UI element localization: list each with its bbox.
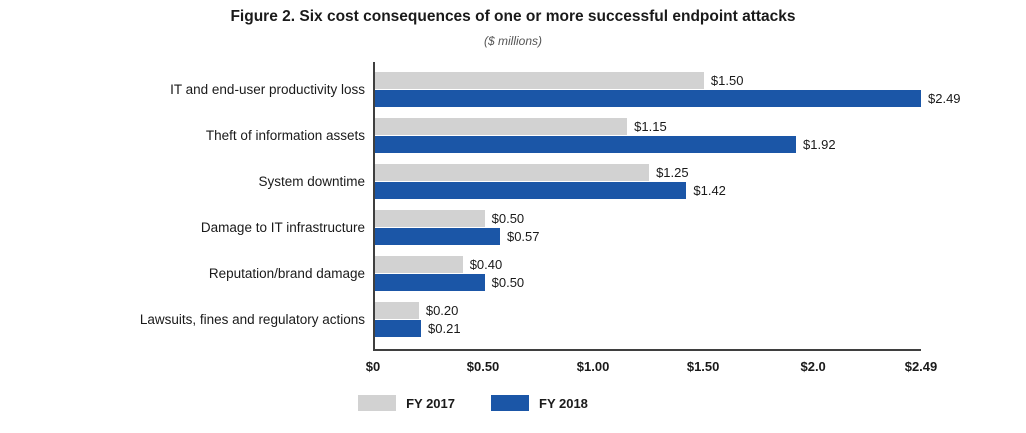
chart-subtitle: ($ millions) xyxy=(483,34,542,48)
bar-fy2018 xyxy=(375,90,921,108)
bar-value-label: $1.15 xyxy=(634,118,667,134)
legend-swatch xyxy=(491,395,529,411)
category-row: Theft of information assets $1.15 $1.92 xyxy=(206,113,921,158)
bar-value-label: $1.42 xyxy=(693,183,726,199)
category-label: Lawsuits, fines and regulatory actions xyxy=(139,312,365,327)
chart-rows: IT and end-user productivity loss $1.50 $2… xyxy=(140,62,961,351)
bar-line: $1.25 xyxy=(375,163,921,181)
bar-value-label: $0.21 xyxy=(428,321,461,337)
plot-area: IT and end-user productivity loss $1.50 $2… xyxy=(63,62,963,351)
category-label: IT and end-user productivity loss xyxy=(170,82,365,97)
category-label-column xyxy=(63,62,373,351)
bar-fy2017 xyxy=(375,209,485,227)
bar-value-label: $0.50 xyxy=(491,275,525,291)
bar-line: $1.50 xyxy=(375,71,921,89)
legend-label: FY 2017 xyxy=(406,395,455,411)
category-bars: $1.15 $1.92 xyxy=(375,116,921,155)
category-bars: $1.50 $2.49 xyxy=(375,70,961,109)
bar-line: $1.15 xyxy=(375,117,921,135)
bar-line: $0.50 xyxy=(375,209,921,227)
bar-fy2017 xyxy=(375,163,650,181)
x-axis-ticks: $0 $0.50 $1.00 $1.50 $2.0 $2.49 xyxy=(366,351,938,377)
bar-fy2018 xyxy=(375,228,500,246)
category-label: System downtime xyxy=(258,174,365,189)
category-bars: $1.25 $1.42 xyxy=(375,162,921,201)
bar-value-label: $0.40 xyxy=(469,256,503,272)
bar-line: $0.57 xyxy=(375,228,921,246)
category-label: Theft of information assets xyxy=(205,128,365,143)
bar-chart: IT and end-user productivity loss $1.50 $2… xyxy=(63,62,963,377)
bar-line: $0.40 xyxy=(375,255,921,273)
bar-value-label: $0.50 xyxy=(491,210,525,226)
legend-item-fy2018: FY 2018 xyxy=(491,395,588,411)
category-row: System downtime $1.25 $1.42 xyxy=(258,159,921,204)
category-bars: $0.20 $0.21 xyxy=(375,300,921,339)
bar-fy2018 xyxy=(375,320,422,338)
category-label: Reputation/brand damage xyxy=(208,266,365,281)
bar-fy2018 xyxy=(375,182,687,200)
bar-line: $0.21 xyxy=(375,320,921,338)
bar-fy2018 xyxy=(375,136,797,154)
category-label: Damage to IT infrastructure xyxy=(200,220,365,235)
bar-value-label: $1.92 xyxy=(803,137,836,153)
x-axis-tick-label: $1.00 xyxy=(576,359,610,374)
bar-value-label: $0.20 xyxy=(425,302,459,318)
bar-fy2017 xyxy=(375,71,704,89)
bar-fy2017 xyxy=(375,255,463,273)
category-bars: $0.50 $0.57 xyxy=(375,208,921,247)
category-row: Reputation/brand damage $0.40 $0.50 xyxy=(209,251,921,296)
bar-line: $2.49 xyxy=(375,90,961,108)
bar-line: $0.50 xyxy=(375,274,921,292)
category-row: Lawsuits, fines and regulatory actions $0… xyxy=(140,297,921,342)
bar-value-label: $1.25 xyxy=(656,164,689,180)
legend-item-fy2017: FY 2017 xyxy=(358,395,455,411)
bar-line: $1.42 xyxy=(375,182,921,200)
x-axis-tick-label: $1.50 xyxy=(686,359,720,374)
x-axis-tick-label: $0.50 xyxy=(466,359,500,374)
legend-swatch xyxy=(358,395,397,411)
category-bars: $0.40 $0.50 xyxy=(375,254,921,293)
bar-value-label: $2.49 xyxy=(928,91,961,107)
legend-label: FY 2018 xyxy=(539,395,588,411)
x-axis-tick-label: $2.49 xyxy=(904,359,938,374)
category-row: Damage to IT infrastructure $0.50 $0.57 xyxy=(201,205,921,250)
x-axis-tick-label: $2.0 xyxy=(800,359,826,374)
x-axis-tick-label: $0 xyxy=(365,359,381,374)
bar-line: $0.20 xyxy=(375,301,921,319)
bar-value-label: $0.57 xyxy=(506,229,540,245)
bar-fy2017 xyxy=(375,301,419,319)
category-row: IT and end-user productivity loss $1.50 $2… xyxy=(170,67,961,112)
chart-legend: FY 2017 FY 2018 xyxy=(63,395,883,411)
bar-line: $1.92 xyxy=(375,136,921,154)
bar-fy2017 xyxy=(375,117,628,135)
bar-value-label: $1.50 xyxy=(710,72,744,88)
bar-fy2018 xyxy=(375,274,485,292)
chart-title: Figure 2. Six cost consequences of one o… xyxy=(230,8,796,25)
